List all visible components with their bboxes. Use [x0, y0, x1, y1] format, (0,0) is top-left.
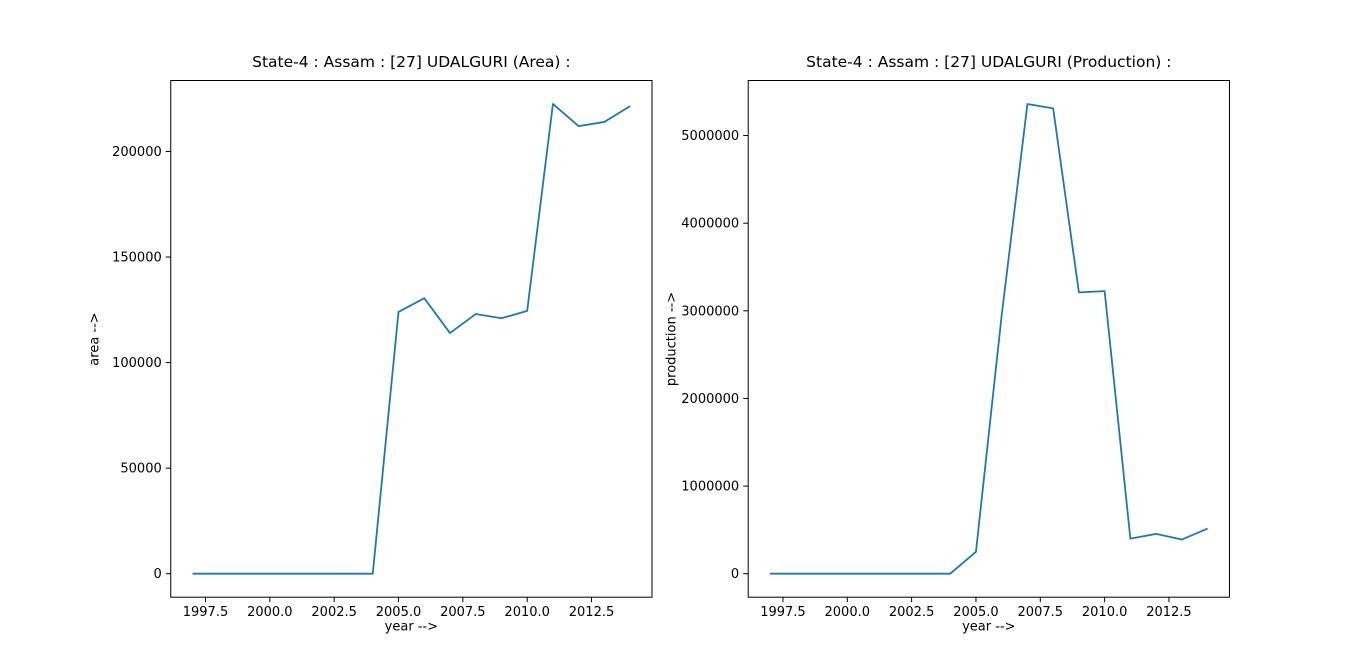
y-tick-label: 200000: [112, 145, 162, 160]
y-axis-label-area: area -->: [87, 312, 103, 366]
x-axis-label-production-chart: year -->: [962, 619, 1016, 635]
area-data-line: [192, 103, 631, 575]
axes-border: [170, 80, 653, 598]
y-tick-label: 2000000: [681, 392, 739, 407]
x-tick-label: 2012.5: [569, 605, 615, 620]
y-tick-label: 150000: [112, 251, 162, 266]
x-tick-label: 2012.5: [1146, 605, 1192, 620]
y-tick-label: 0: [153, 567, 161, 582]
y-axis-label-production: production -->: [664, 291, 680, 386]
x-tick-label: 1997.5: [183, 605, 229, 620]
x-axis-label-area-chart: year -->: [384, 619, 439, 635]
x-tick-label: 2002.5: [889, 605, 935, 620]
chart-title-area: State-4 : Assam : [27] UDALGURI (Area) :: [252, 53, 571, 71]
x-tick-label: 2007.5: [440, 605, 486, 620]
x-tick-label: 2007.5: [1018, 605, 1064, 620]
x-tick-label: 2010.0: [1082, 605, 1128, 620]
y-tick-label: 50000: [120, 462, 161, 477]
x-tick-label: 2002.5: [311, 605, 357, 620]
axes-border: [747, 80, 1230, 598]
x-tick-label: 2010.0: [504, 605, 550, 620]
y-tick-label: 100000: [112, 356, 162, 371]
y-tick-label: 1000000: [681, 480, 739, 495]
y-tick-label: 4000000: [681, 217, 739, 232]
x-tick-label: 2005.0: [953, 605, 999, 620]
x-tick-label: 2005.0: [376, 605, 422, 620]
y-tick-label: 0: [731, 567, 739, 582]
chart-title-production: State-4 : Assam : [27] UDALGURI (Product…: [806, 53, 1172, 71]
x-tick-label: 2000.0: [247, 605, 293, 620]
y-tick-label: 3000000: [681, 304, 739, 319]
y-tick-label: 5000000: [681, 129, 739, 144]
production-data-line: [770, 103, 1208, 575]
x-tick-label: 2000.0: [825, 605, 871, 620]
x-tick-label: 1997.5: [760, 605, 806, 620]
